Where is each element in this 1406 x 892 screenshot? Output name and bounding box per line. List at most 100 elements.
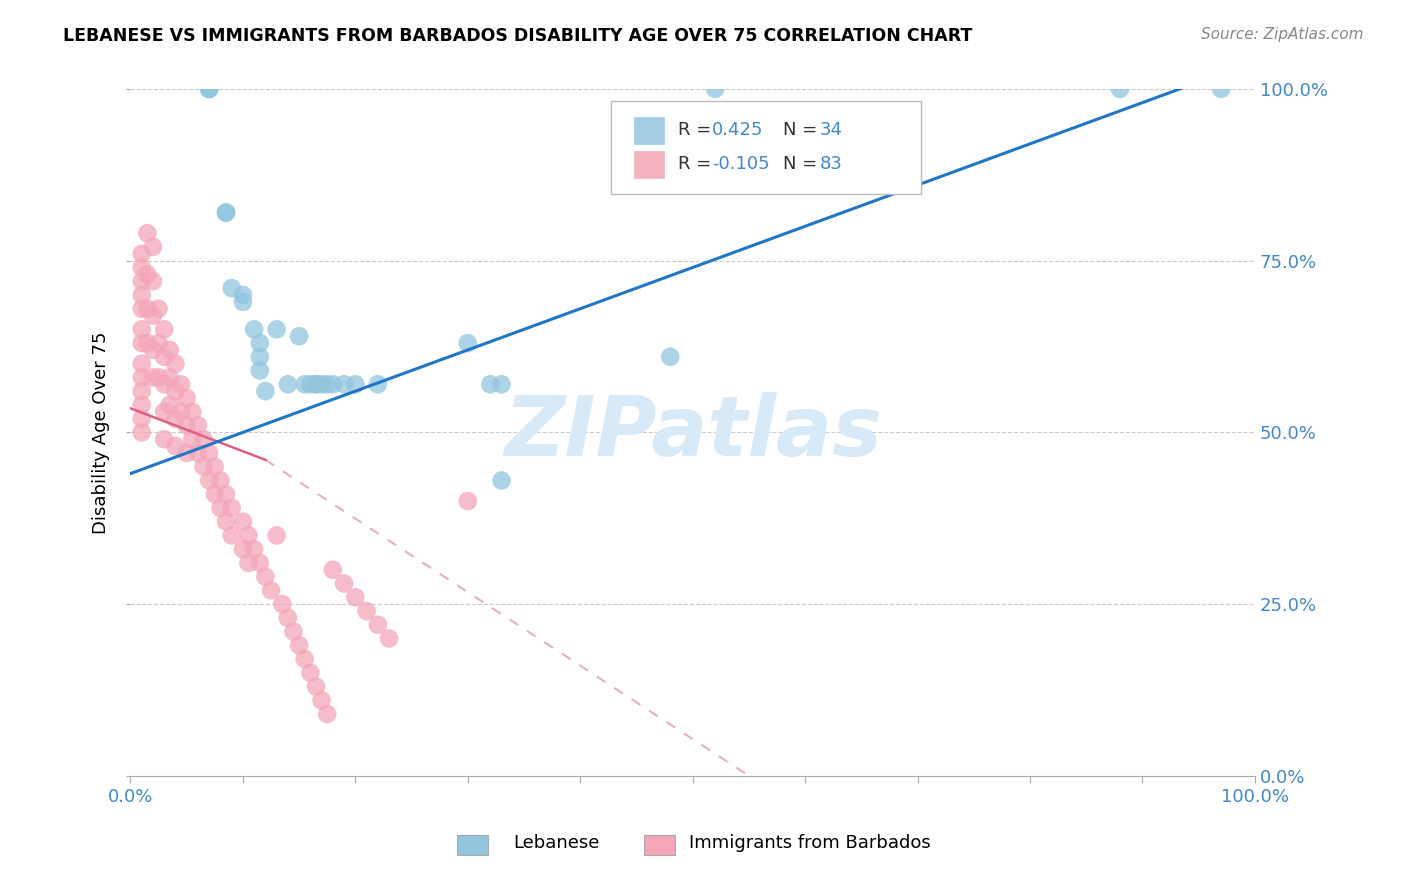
Point: [165, 384, 187, 399]
Point: [165, 439, 187, 453]
Point: [260, 583, 283, 598]
Point: [131, 398, 153, 412]
Point: [131, 370, 153, 384]
Point: [294, 652, 316, 666]
Point: [181, 405, 204, 419]
Point: [131, 246, 153, 260]
Point: [243, 542, 266, 557]
Text: 83: 83: [820, 155, 842, 173]
Point: [1109, 82, 1132, 96]
Point: [198, 82, 221, 96]
Point: [305, 377, 328, 392]
Point: [333, 377, 356, 392]
Point: [238, 556, 260, 570]
Point: [333, 576, 356, 591]
Point: [356, 604, 378, 618]
Point: [159, 370, 181, 384]
Point: [142, 309, 165, 323]
Point: [176, 418, 198, 433]
Point: [254, 384, 277, 399]
Point: [249, 556, 271, 570]
Point: [277, 377, 299, 392]
Point: [142, 343, 165, 357]
Point: [215, 515, 238, 529]
Point: [204, 487, 226, 501]
Point: [457, 494, 479, 508]
Point: [238, 528, 260, 542]
Point: [294, 377, 316, 392]
Point: [209, 500, 232, 515]
Point: [277, 611, 299, 625]
Point: [344, 591, 367, 605]
Point: [136, 301, 159, 316]
Point: [142, 370, 165, 384]
Point: [142, 274, 165, 288]
Point: [204, 459, 226, 474]
Text: N =: N =: [783, 155, 823, 173]
Point: [198, 446, 221, 460]
Point: [148, 370, 170, 384]
Point: [153, 432, 176, 446]
Point: [131, 274, 153, 288]
Point: [142, 240, 165, 254]
Point: [299, 377, 322, 392]
Point: [271, 597, 294, 611]
Point: [131, 357, 153, 371]
Point: [283, 624, 305, 639]
Point: [254, 569, 277, 583]
Point: [148, 336, 170, 351]
Point: [153, 350, 176, 364]
Point: [165, 411, 187, 425]
Point: [176, 391, 198, 405]
Point: [193, 432, 215, 446]
Point: [266, 322, 288, 336]
Point: [136, 226, 159, 240]
Point: [305, 377, 328, 392]
Point: [198, 82, 221, 96]
Point: [136, 336, 159, 351]
Point: [209, 474, 232, 488]
Point: [479, 377, 502, 392]
Point: [316, 706, 339, 721]
Point: [311, 377, 333, 392]
Text: Source: ZipAtlas.com: Source: ZipAtlas.com: [1201, 27, 1364, 42]
Point: [249, 363, 271, 377]
Text: 0.425: 0.425: [711, 121, 763, 139]
Point: [131, 384, 153, 399]
Text: -0.105: -0.105: [711, 155, 769, 173]
Point: [165, 357, 187, 371]
Point: [153, 322, 176, 336]
Point: [288, 329, 311, 343]
Point: [131, 322, 153, 336]
Point: [187, 446, 209, 460]
Text: Immigrants from Barbados: Immigrants from Barbados: [689, 834, 931, 852]
Point: [243, 322, 266, 336]
Point: [159, 398, 181, 412]
FancyBboxPatch shape: [610, 101, 921, 194]
Point: [131, 425, 153, 440]
Point: [232, 542, 254, 557]
Point: [266, 528, 288, 542]
Point: [367, 377, 389, 392]
Point: [305, 680, 328, 694]
Point: [232, 288, 254, 302]
Y-axis label: Disability Age Over 75: Disability Age Over 75: [93, 331, 110, 533]
Point: [457, 336, 479, 351]
Point: [170, 405, 193, 419]
Point: [215, 205, 238, 219]
Bar: [633, 150, 665, 179]
Point: [131, 260, 153, 275]
Point: [153, 405, 176, 419]
Point: [249, 336, 271, 351]
Point: [131, 411, 153, 425]
Text: R =: R =: [678, 121, 717, 139]
Point: [221, 281, 243, 295]
Point: [232, 515, 254, 529]
Text: N =: N =: [783, 121, 823, 139]
Point: [322, 377, 344, 392]
Point: [159, 343, 181, 357]
Point: [215, 487, 238, 501]
Point: [316, 377, 339, 392]
Point: [344, 377, 367, 392]
Point: [221, 500, 243, 515]
